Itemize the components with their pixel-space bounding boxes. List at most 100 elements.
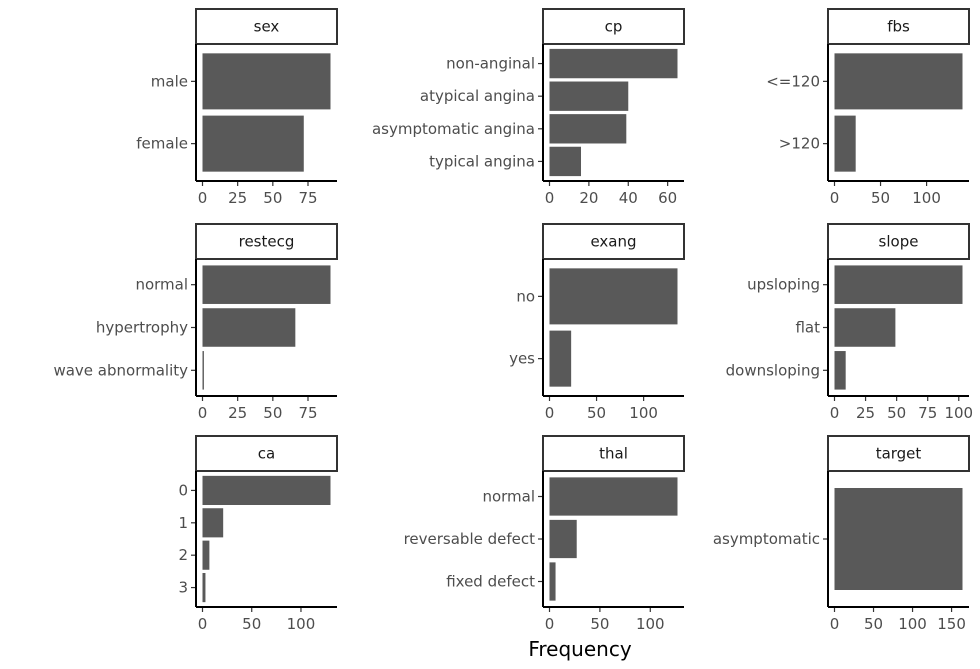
panel-fbs-xtick-label-100: 100 — [912, 189, 941, 207]
panel-cp: cp non-anginal atypical angina asymptomatic… — [372, 8, 685, 207]
panel-cp-strip — [542, 8, 685, 45]
panel-sex-category-label-male: male — [151, 72, 188, 90]
panel-slope-category-label-downsloping: downsloping — [726, 361, 820, 379]
panel-fbs-strip — [827, 8, 970, 45]
panel-thal-bar-normal — [549, 477, 678, 516]
panel-slope: slope upsloping flat downsloping 0 25 50 75 100 — [726, 223, 973, 422]
panel-exang-xtick-label-100: 100 — [629, 404, 658, 422]
panel-restecg: restecg normal hypertrophy wave abnormality… — [53, 223, 338, 422]
panel-slope-strip-label: slope — [879, 233, 919, 251]
panel-cp-bar-asymptomatic-angina — [549, 114, 627, 144]
panel-cp-category-label-asymptomatic-angina: asymptomatic angina — [372, 120, 535, 138]
panel-target-strip — [827, 435, 970, 472]
panel-ca-category-label-0: 0 — [178, 481, 188, 499]
panel-exang-bar-no — [549, 268, 678, 325]
panel-slope-category-label-flat: flat — [795, 319, 820, 337]
panel-slope-bar-downsloping — [834, 351, 846, 390]
panel-exang-category-label-no: no — [516, 287, 535, 305]
panel-sex-xtick-label-75: 75 — [298, 189, 317, 207]
panel-restecg-bar-wave-abnormality — [202, 351, 204, 390]
panel-slope-xtick-label-50: 50 — [887, 404, 906, 422]
panel-ca-xtick-label-100: 100 — [287, 615, 316, 633]
panel-sex: sex male female 0 25 50 75 — [136, 8, 338, 207]
panel-thal-category-label-normal: normal — [482, 488, 535, 506]
panel-target-category-label-asymptomatic: asymptomatic — [713, 530, 820, 548]
panel-slope-xtick-label-75: 75 — [918, 404, 937, 422]
panel-slope-xtick-label-25: 25 — [856, 404, 875, 422]
panel-sex-xtick-label-0: 0 — [198, 189, 208, 207]
panel-ca-bar-1 — [202, 508, 224, 538]
panel-ca-strip-label: ca — [258, 445, 275, 463]
panel-thal-strip-label: thal — [599, 445, 628, 463]
panel-thal-category-label-reversable-defect: reversable defect — [404, 530, 536, 548]
panel-slope-bar-flat — [834, 308, 896, 347]
panel-fbs-category-label-120: <=120 — [766, 72, 820, 90]
panel-target: target asymptomatic 0 50 100 150 — [713, 435, 970, 633]
panel-ca-bar-0 — [202, 475, 331, 505]
panel-restecg-strip — [195, 223, 338, 260]
panel-cp-bar-non-anginal — [549, 48, 678, 79]
panel-ca-bar-2 — [202, 540, 210, 570]
panel-cp-xtick-label-40: 40 — [619, 189, 638, 207]
panel-cp-bar-typical-angina — [549, 146, 582, 177]
panel-slope-category-label-upsloping: upsloping — [747, 276, 820, 294]
panel-ca-bar-3 — [202, 573, 206, 603]
panel-ca-category-label-1: 1 — [178, 514, 188, 532]
panel-sex-xtick-label-25: 25 — [228, 189, 247, 207]
panel-sex-category-label-female: female — [136, 135, 188, 153]
panel-exang-category-label-yes: yes — [509, 350, 535, 368]
panel-restecg-xtick-label-75: 75 — [298, 404, 317, 422]
panel-cp-strip-label: cp — [605, 18, 623, 36]
panel-restecg-strip-label: restecg — [239, 233, 295, 251]
panel-exang-bar-yes — [549, 330, 572, 387]
panel-cp-bar-atypical-angina — [549, 81, 629, 111]
panel-slope-xtick-label-0: 0 — [830, 404, 840, 422]
panel-sex-bar-female — [202, 115, 304, 172]
panel-restecg-category-label-hypertrophy: hypertrophy — [96, 319, 188, 337]
panel-thal-strip — [542, 435, 685, 472]
panel-exang: exang no yes 0 50 100 — [509, 223, 685, 422]
panel-target-xtick-label-100: 100 — [898, 615, 927, 633]
panel-ca-category-label-2: 2 — [178, 546, 188, 564]
panel-restecg-xtick-label-25: 25 — [228, 404, 247, 422]
panel-thal-bar-fixed-defect — [549, 562, 556, 601]
panel-slope-bar-upsloping — [834, 265, 963, 304]
panel-restecg-bar-hypertrophy — [202, 308, 296, 347]
panel-thal-xtick-label-50: 50 — [590, 615, 609, 633]
panel-sex-strip — [195, 8, 338, 45]
panel-restecg-bar-normal — [202, 265, 331, 304]
panel-cp-xtick-label-60: 60 — [658, 189, 677, 207]
panel-exang-xtick-label-0: 0 — [545, 404, 555, 422]
panel-ca-strip — [195, 435, 338, 472]
panel-ca-xtick-label-0: 0 — [198, 615, 208, 633]
panel-sex-strip-label: sex — [254, 18, 280, 36]
panel-fbs: fbs <=120 >120 0 50 100 — [766, 8, 970, 207]
panel-fbs-xtick-label-50: 50 — [871, 189, 890, 207]
panel-thal: thal normal reversable defect fixed defect 0… — [404, 435, 685, 633]
panel-thal-category-label-fixed-defect: fixed defect — [446, 573, 535, 591]
panel-thal-xtick-label-0: 0 — [545, 615, 555, 633]
panel-slope-xtick-label-100: 100 — [944, 404, 973, 422]
panel-target-xtick-label-50: 50 — [864, 615, 883, 633]
panel-slope-strip — [827, 223, 970, 260]
panel-thal-bar-reversable-defect — [549, 519, 577, 559]
panel-target-xtick-label-0: 0 — [830, 615, 840, 633]
panel-sex-xtick-label-50: 50 — [263, 189, 282, 207]
panel-restecg-xtick-label-50: 50 — [263, 404, 282, 422]
panel-fbs-xtick-label-0: 0 — [830, 189, 840, 207]
panel-fbs-bar-120 — [834, 53, 963, 110]
panel-cp-xtick-label-0: 0 — [545, 189, 555, 207]
panel-sex-bar-male — [202, 53, 331, 110]
panel-cp-category-label-non-anginal: non-anginal — [446, 55, 535, 73]
panel-restecg-xtick-label-0: 0 — [198, 404, 208, 422]
panel-thal-xtick-label-100: 100 — [636, 615, 665, 633]
panel-restecg-category-label-wave-abnormality: wave abnormality — [53, 361, 188, 379]
panel-ca-category-label-3: 3 — [178, 579, 188, 597]
panel-target-bar-asymptomatic — [834, 488, 963, 590]
x-axis-title: Frequency — [528, 637, 631, 661]
panel-fbs-strip-label: fbs — [887, 18, 910, 36]
panel-cp-category-label-atypical-angina: atypical angina — [420, 87, 535, 105]
panel-exang-strip — [542, 223, 685, 260]
